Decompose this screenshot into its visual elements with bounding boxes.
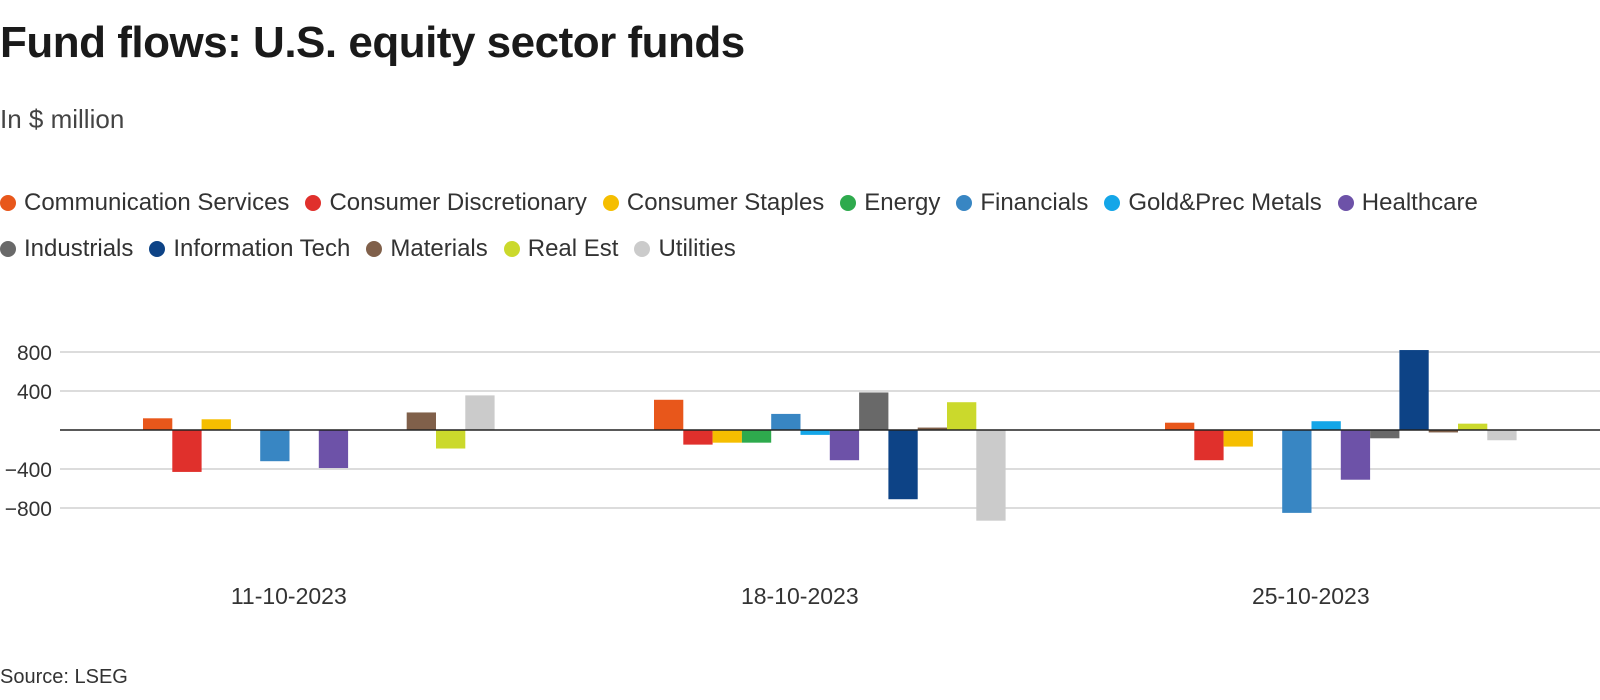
- bar-materials-11-10-2023: [406, 412, 436, 430]
- bar-utilities-11-10-2023: [465, 395, 495, 430]
- chart-subtitle: In $ million: [0, 104, 125, 134]
- bar-financials-18-10-2023: [771, 413, 801, 430]
- legend-label: Energy: [864, 189, 941, 216]
- bar-utilities-18-10-2023: [976, 430, 1006, 521]
- legend-swatch: [1337, 195, 1354, 211]
- legend-swatch: [0, 195, 16, 211]
- bar-communication-services-25-10-2023: [1165, 422, 1195, 430]
- legend-label: Consumer Discretionary: [329, 189, 587, 216]
- bar-consumer-discretionary-18-10-2023: [683, 430, 713, 445]
- legend-swatch: [305, 195, 322, 211]
- bar-gold-prec-metals-25-10-2023: [1311, 421, 1341, 430]
- bar-materials-18-10-2023: [917, 427, 947, 430]
- bar-healthcare-25-10-2023: [1340, 430, 1371, 480]
- legend-label: Financials: [980, 189, 1089, 216]
- bar-consumer-staples-11-10-2023: [201, 419, 231, 430]
- legend-item-energy: Energy: [840, 189, 940, 217]
- x-tick-label: 25-10-2023: [1252, 583, 1370, 609]
- bar-consumer-staples-25-10-2023: [1223, 430, 1253, 447]
- legend-swatch: [0, 241, 16, 257]
- chart-title: Fund flows: U.S. equity sector funds: [0, 18, 745, 67]
- bar-healthcare-11-10-2023: [318, 430, 349, 469]
- legend-item-financials: Financials: [956, 189, 1088, 217]
- bar-information-tech-25-10-2023: [1399, 350, 1429, 430]
- bar-real-est-11-10-2023: [436, 430, 466, 449]
- bar-chart: 800 400 −400 −800 11-10-2023 18-10-2023 25-10-…: [5, 342, 1600, 609]
- bar-real-est-18-10-2023: [947, 402, 977, 430]
- legend-item-healthcare: Healthcare: [1337, 189, 1478, 217]
- bar-utilities-25-10-2023: [1487, 430, 1517, 441]
- bar-gold-prec-metals-18-10-2023: [800, 430, 830, 435]
- legend-swatch: [602, 195, 619, 211]
- y-tick-label: 800: [17, 342, 52, 365]
- legend-label: Materials: [390, 235, 488, 262]
- bar-consumer-discretionary-25-10-2023: [1194, 430, 1224, 461]
- y-tick-label: −800: [5, 498, 52, 521]
- legend-item-gold-prec-metals: Gold&Prec Metals: [1104, 189, 1322, 217]
- legend-label: Communication Services: [24, 189, 290, 216]
- legend-swatch: [634, 241, 651, 257]
- legend-item-utilities: Utilities: [634, 235, 736, 263]
- legend-item-consumer-staples: Consumer Staples: [602, 189, 825, 217]
- bar-financials-25-10-2023: [1282, 430, 1312, 513]
- legend-item-industrials: Industrials: [0, 235, 133, 263]
- legend-label: Consumer Staples: [626, 189, 825, 216]
- x-tick-label: 11-10-2023: [231, 583, 347, 609]
- legend-item-information-tech: Information Tech: [149, 235, 350, 263]
- legend-swatch: [366, 241, 383, 257]
- legend-row: Industrials Information Tech Materials Real…: [0, 226, 1590, 272]
- bar-communication-services-18-10-2023: [654, 399, 684, 430]
- bar-communication-services-11-10-2023: [143, 418, 173, 430]
- bar-industrials-18-10-2023: [859, 392, 889, 430]
- legend-swatch: [956, 195, 973, 211]
- legend-label: Healthcare: [1361, 189, 1478, 216]
- bar-materials-25-10-2023: [1428, 430, 1458, 433]
- legend-item-materials: Materials: [366, 235, 488, 263]
- chart-legend: Communication Services Consumer Discretio…: [0, 180, 1590, 272]
- source-note: Source: LSEG: [0, 666, 128, 688]
- bar-financials-11-10-2023: [260, 430, 290, 462]
- bar-consumer-discretionary-11-10-2023: [172, 430, 202, 472]
- bar-energy-18-10-2023: [741, 430, 772, 443]
- bar-real-est-25-10-2023: [1458, 423, 1488, 430]
- legend-item-communication-services: Communication Services: [0, 189, 289, 217]
- legend-label: Information Tech: [173, 235, 351, 262]
- legend-label: Industrials: [24, 235, 134, 262]
- y-tick-label: −400: [5, 459, 52, 482]
- legend-label: Real Est: [527, 235, 619, 262]
- legend-swatch: [503, 241, 520, 257]
- bar-consumer-staples-18-10-2023: [712, 430, 742, 443]
- legend-item-real-est: Real Est: [503, 235, 619, 263]
- legend-swatch: [149, 241, 166, 257]
- legend-swatch: [840, 195, 857, 211]
- legend-item-consumer-discretionary: Consumer Discretionary: [305, 189, 587, 217]
- bar-information-tech-18-10-2023: [888, 430, 918, 500]
- legend-label: Utilities: [658, 235, 736, 262]
- bar-healthcare-18-10-2023: [829, 430, 860, 461]
- bar-industrials-25-10-2023: [1370, 430, 1400, 439]
- x-tick-label: 18-10-2023: [741, 583, 859, 609]
- legend-row: Communication Services Consumer Discretio…: [0, 180, 1590, 226]
- legend-swatch: [1104, 195, 1121, 211]
- y-tick-label: 400: [17, 381, 52, 404]
- legend-label: Gold&Prec Metals: [1128, 189, 1322, 216]
